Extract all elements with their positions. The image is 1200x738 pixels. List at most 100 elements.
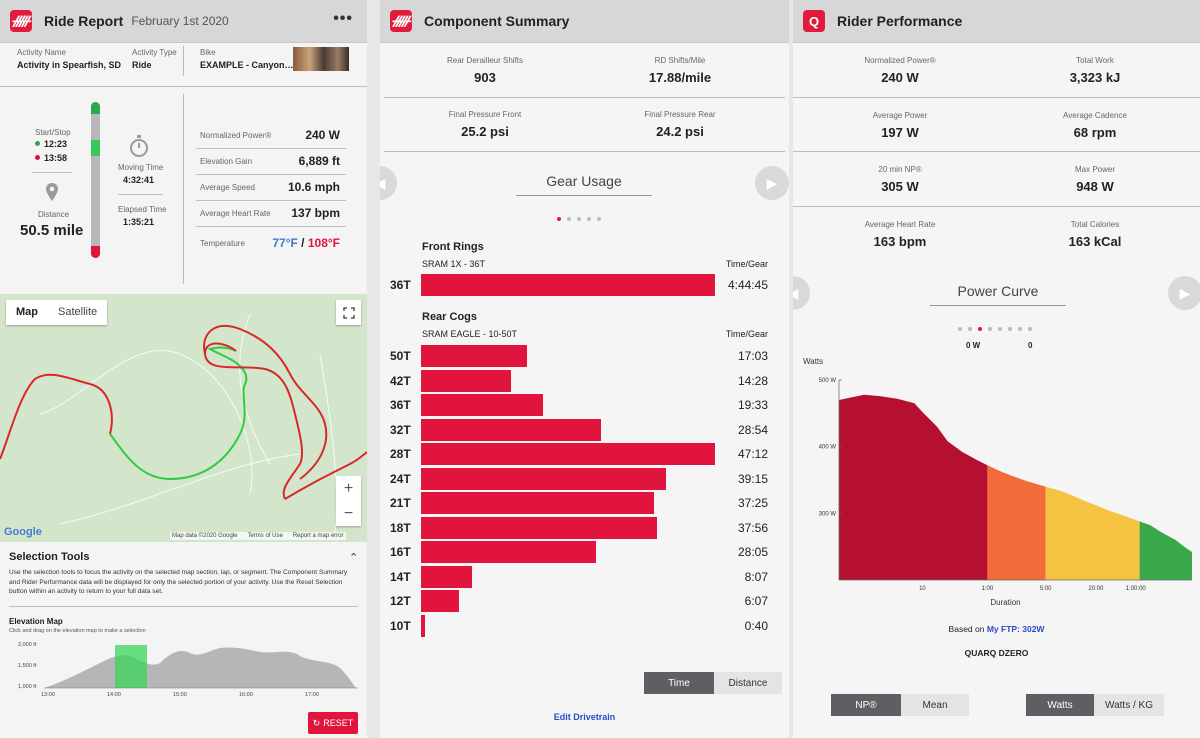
temp-low: 77°F [272, 236, 298, 250]
gear-row: 14T 8:07 [380, 565, 789, 588]
toggle-mean[interactable]: Mean [901, 694, 969, 716]
divider [384, 97, 785, 98]
np-mean-toggle: NP® Mean [831, 694, 969, 716]
gear-bar[interactable] [421, 274, 715, 296]
fullscreen-icon[interactable] [336, 300, 361, 325]
pager-dot[interactable] [587, 217, 591, 221]
terms-link[interactable]: Terms of Use [247, 533, 283, 539]
gear-bar[interactable] [421, 394, 543, 416]
gear-row: 18T 37:56 [380, 516, 789, 539]
toggle-time[interactable]: Time [644, 672, 714, 694]
activity-type-label: Activity Type [132, 48, 177, 57]
toggle-distance[interactable]: Distance [714, 672, 782, 694]
power-curve-chart[interactable]: 500 W 400 W 300 W 10 1:00 5:00 20:00 1:00:00 Dur… [793, 368, 1200, 608]
pager-dot[interactable] [1028, 327, 1032, 331]
gear-bar[interactable] [421, 369, 512, 392]
pager-dot[interactable] [958, 327, 962, 331]
pager-dot[interactable] [1008, 327, 1012, 331]
gear-bar[interactable] [421, 541, 596, 563]
elevation-selection[interactable] [115, 645, 147, 688]
zoom-out-button[interactable]: − [343, 505, 354, 522]
power-zone-z6 [839, 394, 988, 580]
report-error-link[interactable]: Report a map error [292, 533, 344, 539]
carousel-next-button[interactable]: ▶ [755, 166, 789, 200]
cell-label: 20 min NP® [878, 165, 922, 174]
gear-bar[interactable] [421, 565, 472, 588]
gear-time: 4:44:45 [727, 278, 768, 292]
stat-value: 240 W [305, 128, 340, 142]
time-slider-track[interactable] [91, 102, 100, 258]
gear-bar[interactable] [421, 467, 666, 490]
elev-x-tick: 15:00 [173, 692, 187, 698]
gear-bar[interactable] [421, 614, 426, 637]
gear-bar[interactable] [421, 418, 602, 441]
x-tick-label: 20:00 [1088, 586, 1104, 592]
toggle-watts[interactable]: Watts [1026, 694, 1094, 716]
gear-time: 39:15 [737, 471, 768, 486]
pager-dot[interactable] [577, 217, 581, 221]
selection-tools-title: Selection Tools [9, 551, 90, 563]
gear-bar[interactable] [421, 492, 655, 514]
pager-dot[interactable] [968, 327, 972, 331]
cell-label: Rear Derailleur Shifts [446, 56, 524, 65]
gear-label: 42T [390, 373, 411, 388]
pager-dot[interactable] [557, 217, 561, 221]
gear-time: 28:05 [737, 545, 768, 559]
toggle-watts-kg[interactable]: Watts / KG [1094, 694, 1164, 716]
reset-button[interactable]: ↻ RESET [308, 712, 358, 734]
chevron-right-icon: ▶ [766, 174, 778, 191]
gear-row: 50T 17:03 [380, 345, 789, 367]
cell-value: 24.2 psi [656, 124, 704, 139]
gear-bar[interactable] [421, 516, 658, 539]
bike-name[interactable]: EXAMPLE - Canyon… [200, 60, 294, 70]
performance-cell: Total Calories 163 kCal [1030, 220, 1160, 249]
cell-value: 163 kCal [1068, 233, 1122, 249]
gear-bar[interactable] [421, 345, 528, 367]
gear-time: 14:28 [737, 373, 768, 388]
carousel-prev-button[interactable]: ◀ [380, 166, 397, 200]
edit-drivetrain-link[interactable]: Edit Drivetrain [553, 712, 616, 722]
time-slider-selection[interactable] [91, 140, 100, 156]
bike-thumbnail[interactable] [293, 47, 349, 71]
cell-label: Final Pressure Front [448, 110, 522, 119]
toggle-np[interactable]: NP® [831, 694, 901, 716]
time-slider-end-handle[interactable] [91, 246, 100, 258]
cell-value: 68 rpm [1073, 124, 1117, 140]
more-icon[interactable]: ••• [333, 10, 353, 27]
reset-icon: ↻ [312, 717, 321, 728]
chevron-up-icon[interactable]: ⌃ [349, 552, 359, 564]
gear-label: 50T [390, 349, 411, 363]
elevation-map-hint: Click and drag on the elevation map to m… [9, 628, 146, 634]
pager-dot[interactable] [597, 217, 601, 221]
pager-dot[interactable] [988, 327, 992, 331]
gear-bar[interactable] [421, 590, 460, 612]
cell-value: 305 W [881, 179, 919, 194]
pager-dot[interactable] [978, 327, 982, 331]
zoom-in-button[interactable]: + [343, 480, 354, 497]
elevation-chart[interactable]: 2,000 ft 1,500 ft 1,000 ft 13:00 14:00 1… [0, 638, 367, 708]
gear-time: 47:12 [737, 447, 768, 461]
route-map[interactable]: Map Satellite + − Google Map data ©2020 … [0, 294, 367, 542]
carousel-next-button[interactable]: ▶ [1168, 276, 1200, 310]
gear-label: 32T [390, 422, 411, 437]
ftp-link[interactable]: My FTP: 302W [986, 624, 1045, 634]
chevron-right-icon: ▶ [1179, 284, 1191, 301]
pager-dot[interactable] [998, 327, 1002, 331]
stat-label: Elevation Gain [200, 157, 253, 166]
cell-value: 197 W [881, 124, 919, 140]
carousel-title: Gear Usage [516, 173, 652, 196]
map-tab-map[interactable]: Map [16, 306, 38, 318]
cell-label: Final Pressure Rear [644, 110, 716, 119]
divider [118, 194, 163, 195]
divider [0, 86, 367, 87]
carousel-prev-button[interactable]: ◀ [793, 276, 810, 310]
gear-row: 28T 47:12 [380, 443, 789, 465]
map-tab-satellite[interactable]: Satellite [58, 306, 98, 318]
stopwatch-icon [130, 135, 148, 157]
time-slider-start-handle[interactable] [91, 102, 100, 114]
gear-bar[interactable] [421, 443, 715, 465]
pager-dot[interactable] [1018, 327, 1022, 331]
power-zone-z2 [1139, 521, 1192, 580]
moving-time-label: Moving Time [118, 163, 164, 172]
pager-dot[interactable] [567, 217, 571, 221]
